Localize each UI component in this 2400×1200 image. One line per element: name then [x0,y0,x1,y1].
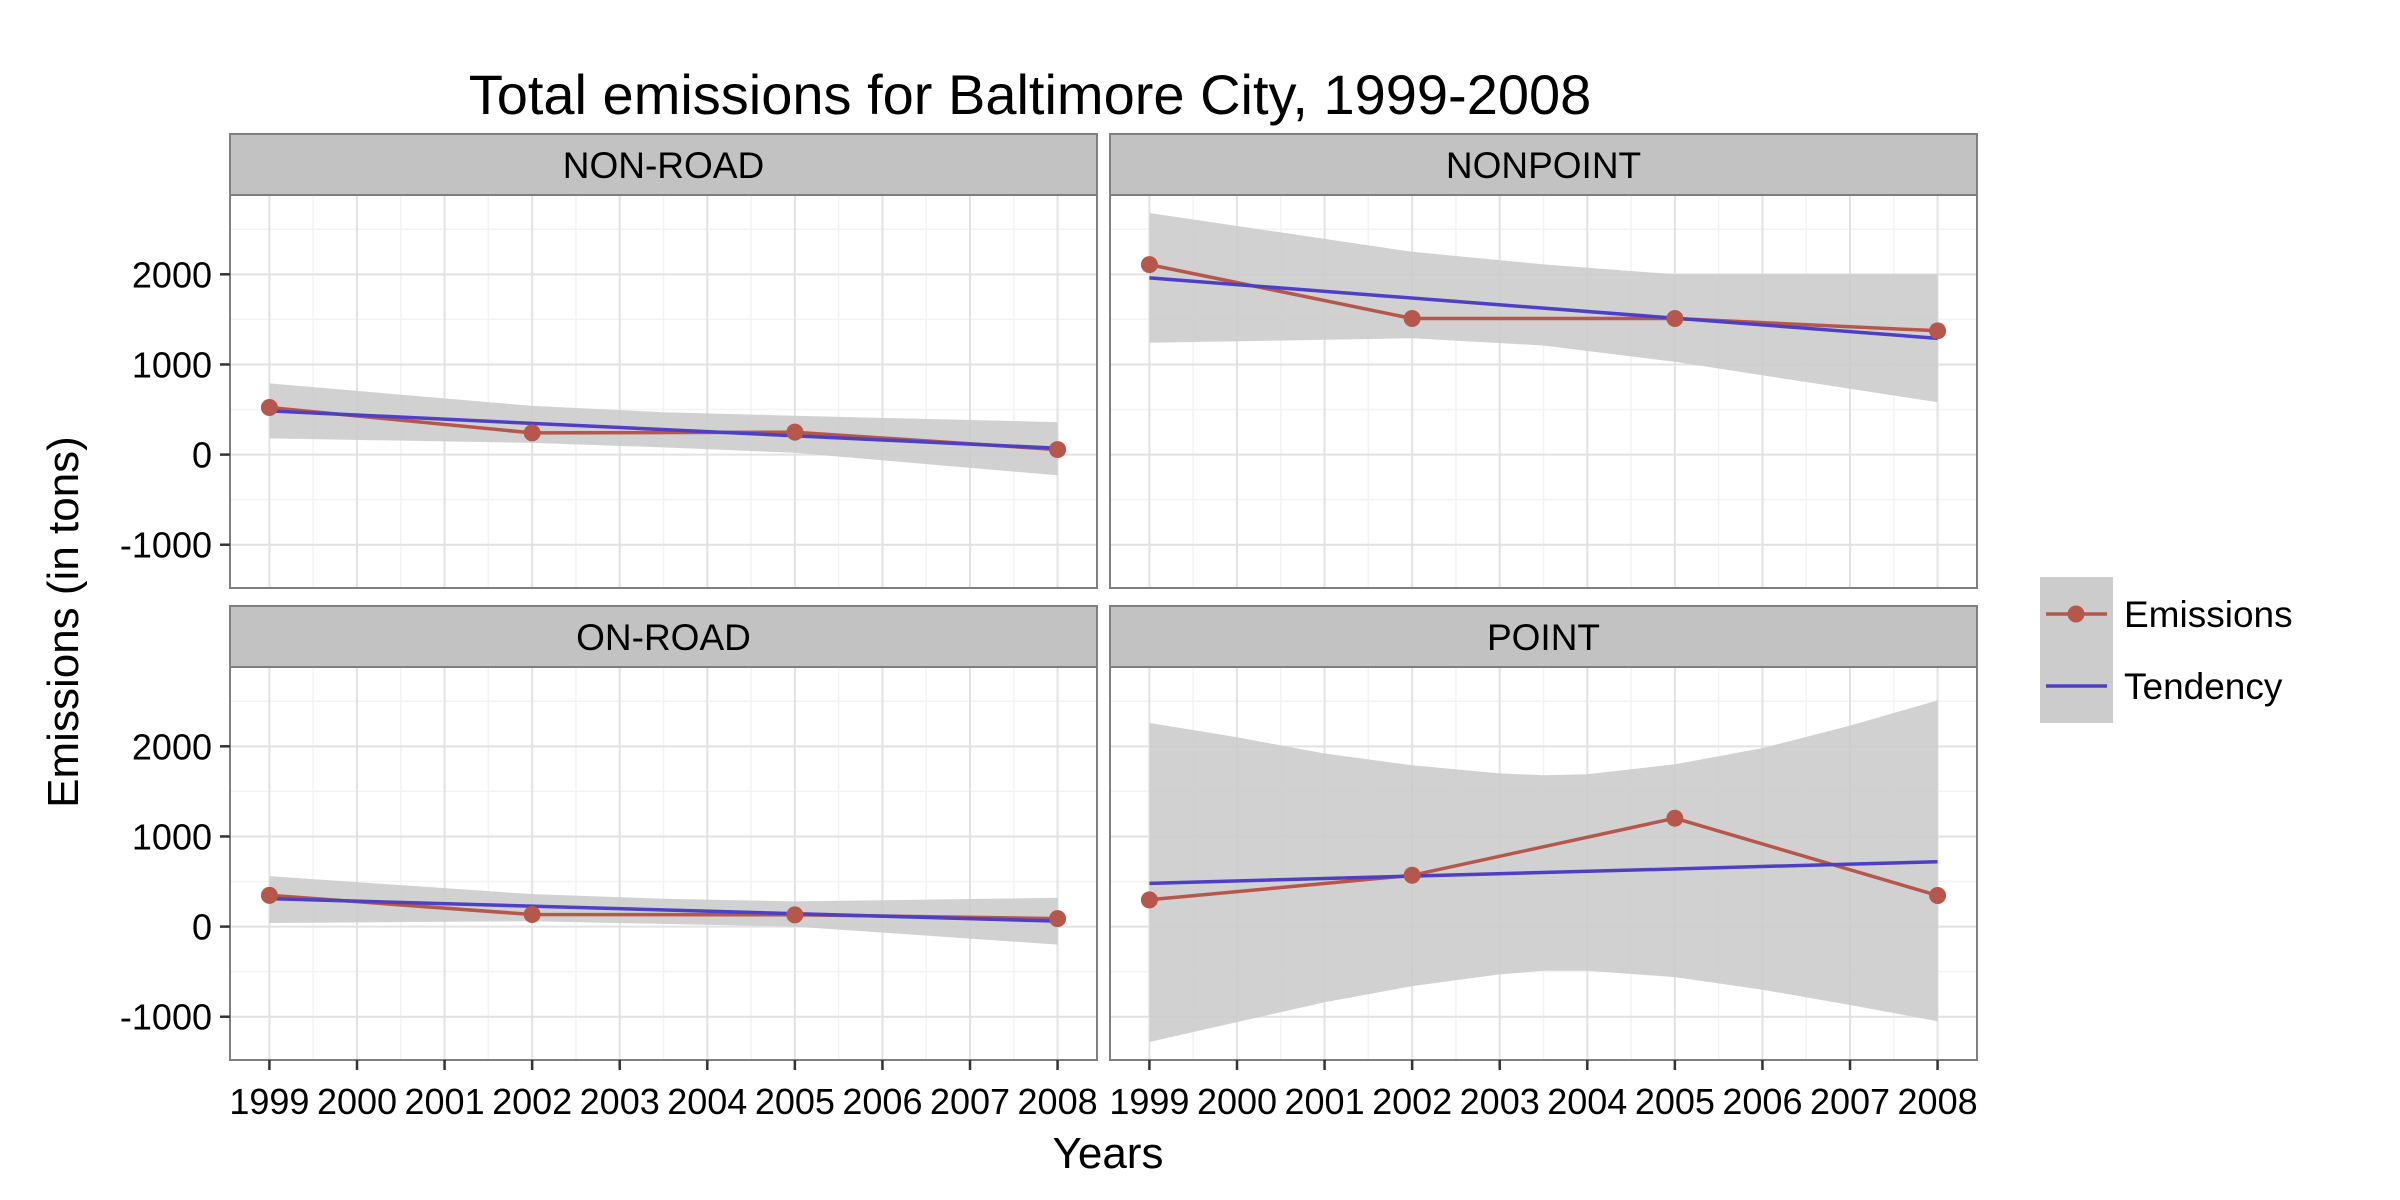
facet-strip [229,605,1098,668]
facet-strip-label: NONPOINT [1446,145,1641,186]
y-tick-label: 2000 [132,254,212,295]
legend-label: Emissions [2124,594,2293,635]
x-tick-label: 2007 [1810,1081,1890,1122]
panel-border [229,194,1098,589]
y-tick-label: 1000 [132,816,212,857]
emissions-point [523,424,541,442]
emissions-point [1666,310,1684,328]
y-axis-label: Emissions (in tons) [39,436,88,808]
emissions-point [1140,891,1158,909]
x-axis-label: Years [1053,1129,1164,1178]
y-tick-label: 0 [192,907,212,948]
facet-strip [1109,605,1978,668]
y-tick-label: 2000 [132,726,212,767]
x-tick-label: 2007 [930,1081,1010,1122]
facet-strip-label: NON-ROAD [563,145,764,186]
x-tick-label: 2008 [1898,1081,1978,1122]
legend-point [2067,605,2085,623]
facet-strip-label: POINT [1487,617,1600,658]
x-tick-label: 2005 [755,1081,835,1122]
legend-label: Tendency [2124,666,2283,707]
y-tick-label: -1000 [120,525,212,566]
chart-title: Total emissions for Baltimore City, 1999… [469,63,1592,126]
panel-border [229,666,1098,1061]
x-tick-label: 2004 [1547,1081,1627,1122]
tendency-line [1149,859,1938,886]
facet-strip-label: ON-ROAD [576,617,751,658]
emissions-point [786,906,804,924]
facet-panel: NON-ROAD -1000 0 1000 2000 [120,133,1098,589]
emissions-line [1149,262,1938,333]
x-tick-label: 2000 [317,1081,397,1122]
x-tick-label: 2001 [405,1081,485,1122]
emissions-point [1929,322,1947,340]
tendency-line [269,409,1058,451]
emissions-point [1049,441,1067,459]
emissions-point [1666,809,1684,827]
x-tick-label: 2004 [667,1081,747,1122]
y-tick-label: -1000 [120,997,212,1038]
emissions-point [1403,310,1421,328]
x-tick-label: 1999 [1109,1081,1189,1122]
y-tick-label: 1000 [132,344,212,385]
x-tick-label: 2003 [1460,1081,1540,1122]
legend-key-background [2040,577,2113,723]
panel-border [1109,666,1978,1061]
facet-panels: NON-ROAD -1000 0 1000 2000 NONPOINT ON-ROAD -10… [120,133,1978,1122]
emissions-point [1140,256,1158,274]
y-tick-label: 0 [192,435,212,476]
x-tick-label: 2005 [1635,1081,1715,1122]
x-tick-label: 2002 [1372,1081,1452,1122]
x-tick-label: 2001 [1285,1081,1365,1122]
tendency-line [269,896,1058,923]
emissions-point [1049,910,1067,928]
x-tick-label: 2006 [842,1081,922,1122]
emissions-point [260,398,278,416]
emissions-point [1403,866,1421,884]
emissions-point [786,423,804,441]
x-tick-label: 2008 [1018,1081,1098,1122]
emissions-point [260,886,278,904]
emissions-point [1929,887,1947,905]
x-tick-label: 2006 [1722,1081,1802,1122]
legend: Emissions Tendency [2040,577,2293,723]
x-tick-label: 1999 [229,1081,309,1122]
x-tick-label: 2002 [492,1081,572,1122]
facet-strip [229,133,1098,196]
x-tick-label: 2003 [580,1081,660,1122]
emissions-point [523,905,541,923]
facet-panel: NONPOINT [1109,133,1978,589]
x-tick-label: 2000 [1197,1081,1277,1122]
emissions-line [1149,816,1939,902]
panel-border [1109,194,1978,589]
tendency-line [1149,276,1938,341]
